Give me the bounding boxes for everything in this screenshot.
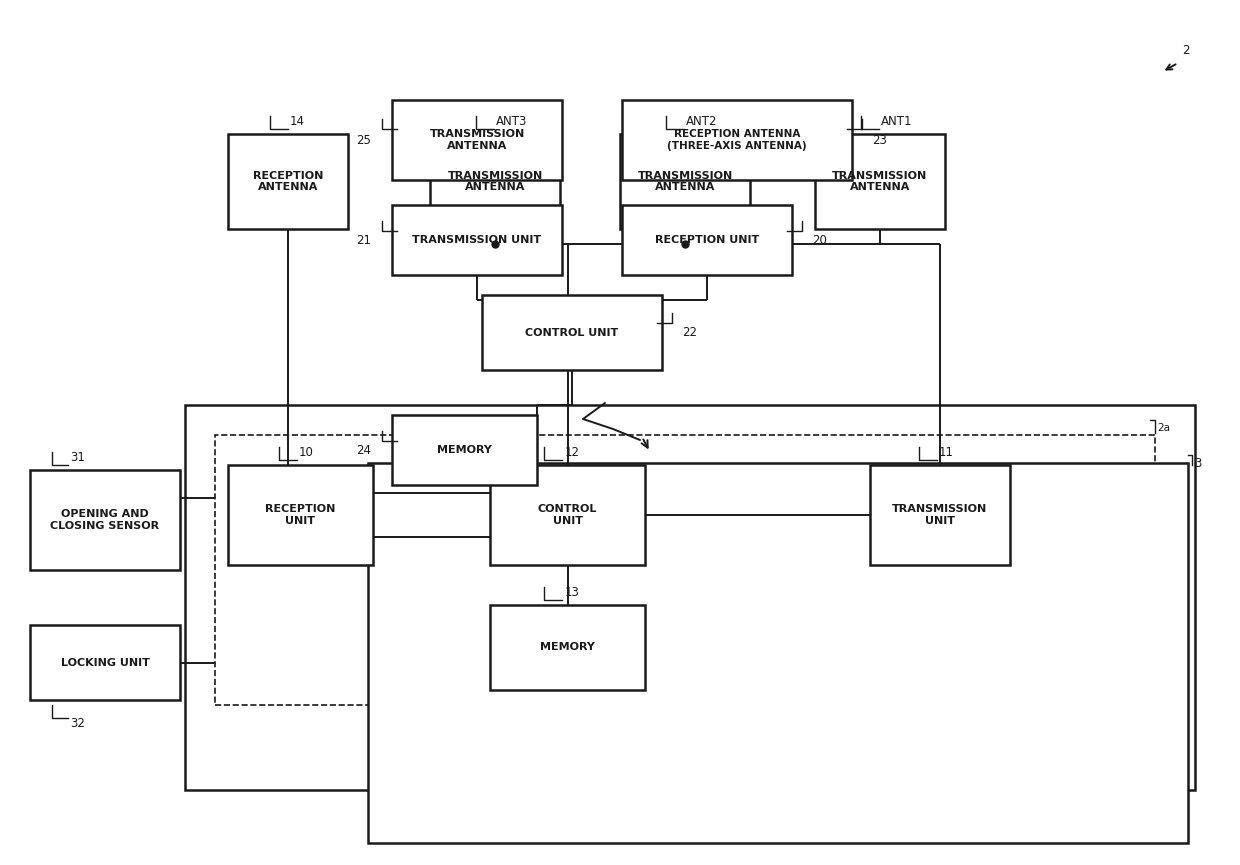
Bar	[620, 134, 750, 229]
Bar	[228, 134, 348, 229]
Text: 13: 13	[564, 586, 579, 599]
Text: 3: 3	[1194, 457, 1202, 470]
Bar	[622, 100, 852, 180]
Bar	[870, 465, 1011, 565]
Text: LOCKING UNIT: LOCKING UNIT	[61, 657, 150, 668]
Text: RECEPTION UNIT: RECEPTION UNIT	[655, 235, 759, 245]
Text: 14: 14	[290, 115, 305, 128]
Bar	[185, 405, 1195, 790]
Bar	[482, 295, 662, 370]
Text: CONTROL
UNIT: CONTROL UNIT	[538, 504, 598, 526]
Text: 20: 20	[812, 234, 827, 247]
Text: CONTROL UNIT: CONTROL UNIT	[526, 328, 619, 337]
Text: 23: 23	[873, 133, 888, 146]
Text: MEMORY: MEMORY	[541, 643, 595, 652]
Bar	[215, 435, 1154, 705]
Text: TRANSMISSION
UNIT: TRANSMISSION UNIT	[893, 504, 987, 526]
Text: 22: 22	[682, 326, 697, 339]
Text: 21: 21	[357, 234, 372, 247]
Text: 31: 31	[69, 451, 84, 464]
Text: 2a: 2a	[1157, 423, 1171, 433]
Text: TRANSMISSION
ANTENNA: TRANSMISSION ANTENNA	[448, 170, 543, 192]
Text: RECEPTION ANTENNA
(THREE-AXIS ANTENNA): RECEPTION ANTENNA (THREE-AXIS ANTENNA)	[667, 129, 807, 151]
Text: RECEPTION
ANTENNA: RECEPTION ANTENNA	[253, 170, 324, 192]
Text: 12: 12	[564, 446, 579, 459]
Bar	[392, 205, 562, 275]
Text: 25: 25	[357, 133, 372, 146]
Text: 10: 10	[299, 446, 314, 459]
Bar	[392, 415, 537, 485]
Bar	[815, 134, 945, 229]
Text: TRANSMISSION UNIT: TRANSMISSION UNIT	[413, 235, 542, 245]
Bar	[392, 100, 562, 180]
Text: 24: 24	[357, 444, 372, 457]
Text: TRANSMISSION
ANTENNA: TRANSMISSION ANTENNA	[429, 129, 525, 151]
Text: ANT3: ANT3	[496, 115, 527, 128]
Bar	[30, 625, 180, 700]
Bar	[622, 205, 792, 275]
Bar	[368, 463, 1188, 843]
Text: OPENING AND
CLOSING SENSOR: OPENING AND CLOSING SENSOR	[51, 509, 160, 531]
Text: ANT2: ANT2	[686, 115, 717, 128]
Bar	[490, 605, 645, 690]
Bar	[30, 470, 180, 570]
Text: TRANSMISSION
ANTENNA: TRANSMISSION ANTENNA	[637, 170, 733, 192]
Text: TRANSMISSION
ANTENNA: TRANSMISSION ANTENNA	[832, 170, 928, 192]
Bar	[228, 465, 373, 565]
Text: ANT1: ANT1	[880, 115, 911, 128]
Text: 11: 11	[939, 446, 954, 459]
Text: MEMORY: MEMORY	[436, 445, 492, 455]
Text: 32: 32	[69, 717, 84, 730]
Text: 2: 2	[1182, 44, 1189, 57]
Text: RECEPTION
UNIT: RECEPTION UNIT	[265, 504, 336, 526]
Bar	[430, 134, 560, 229]
Bar	[490, 465, 645, 565]
